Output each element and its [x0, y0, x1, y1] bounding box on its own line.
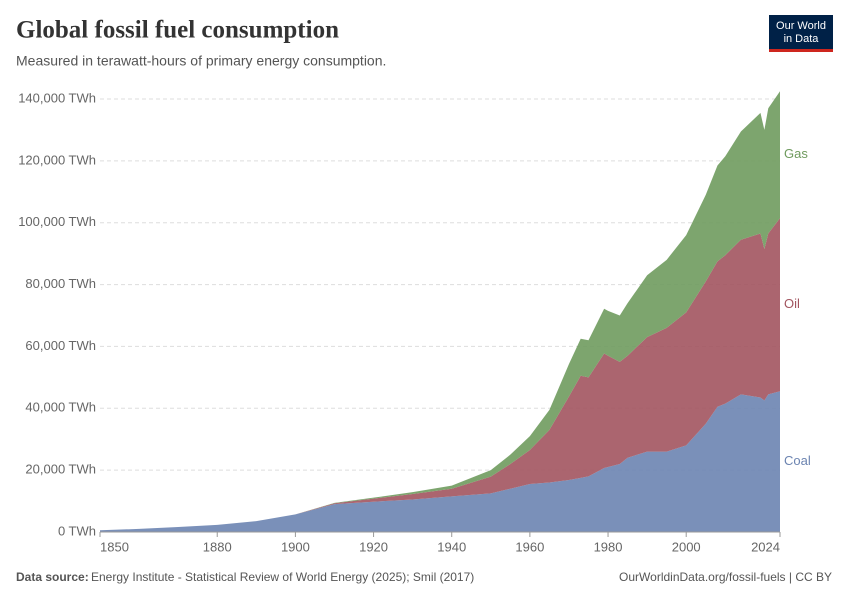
- x-tick-label: 1900: [281, 539, 310, 554]
- legend-label: Oil: [784, 296, 800, 311]
- area: [100, 218, 780, 531]
- x-tick-label: 1880: [203, 539, 232, 554]
- x-tick-label: 1940: [437, 539, 466, 554]
- chart-subtitle: Measured in terawatt-hours of primary en…: [16, 53, 386, 69]
- x-tick-label: 1850: [100, 539, 129, 554]
- x-tick-label: 1960: [515, 539, 544, 554]
- y-tick-label: 20,000 TWh: [25, 462, 96, 477]
- x-tick-label: 2000: [672, 539, 701, 554]
- logo-text: Our World: [776, 20, 826, 32]
- x-tick-label: 2024: [751, 539, 780, 554]
- legend-label: Coal: [784, 453, 811, 468]
- logo[interactable]: Our World in Data: [769, 15, 833, 52]
- y-tick-label: 100,000 TWh: [18, 214, 96, 229]
- logo-box: [769, 15, 833, 49]
- chart-title: Global fossil fuel consumption: [16, 17, 339, 44]
- y-tick-label: 60,000 TWh: [25, 338, 96, 353]
- source-label: Data source:: [16, 570, 89, 584]
- x-tick-label: 1980: [594, 539, 623, 554]
- y-tick-label: 0 TWh: [58, 523, 96, 538]
- y-tick-label: 140,000 TWh: [18, 90, 96, 105]
- y-tick-label: 80,000 TWh: [25, 276, 96, 291]
- logo-bar: [769, 49, 833, 52]
- y-tick-label: 40,000 TWh: [25, 400, 96, 415]
- area: [100, 391, 780, 532]
- legend-label: Gas: [784, 146, 808, 161]
- source-url[interactable]: OurWorldinData.org/fossil-fuels | CC BY: [619, 570, 832, 584]
- logo-text: in Data: [784, 33, 820, 45]
- y-tick-label: 120,000 TWh: [18, 152, 96, 167]
- x-tick-label: 1920: [359, 539, 388, 554]
- area: [100, 91, 780, 531]
- source: Energy Institute - Statistical Review of…: [91, 570, 474, 584]
